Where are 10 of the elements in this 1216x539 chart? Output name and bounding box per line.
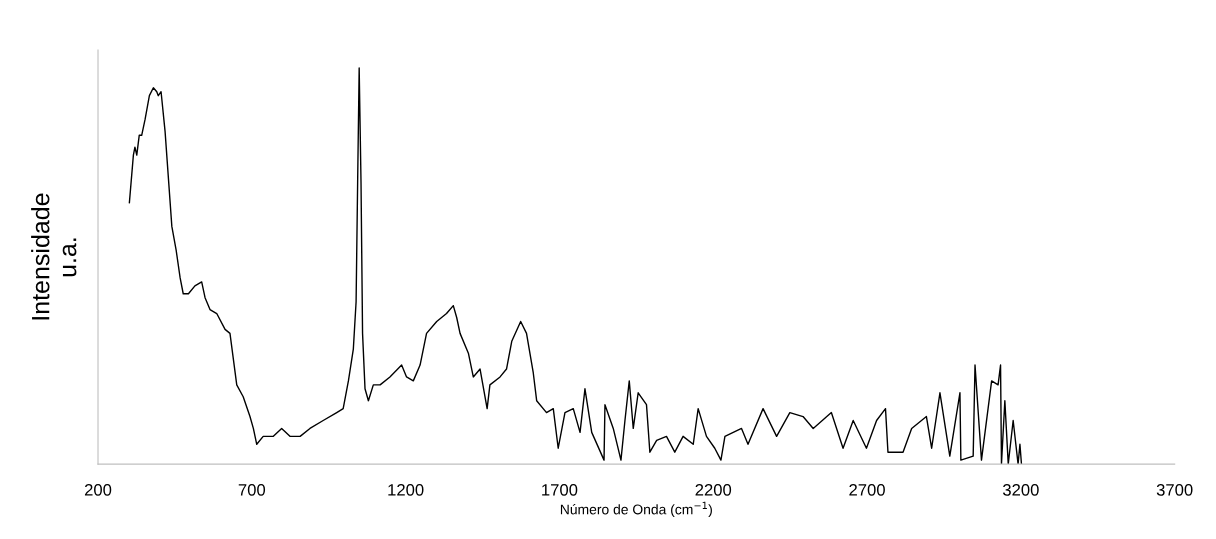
x-axis-title: Número de Onda (cm$^{−1}$) [560,501,712,518]
x-tick-label: 2200 [695,483,732,496]
x-tick-label: 3700 [1156,483,1193,496]
x-tick-label: 200 [84,483,112,496]
y-axis-title: Intensidade u.a. [31,193,77,320]
x-tick-label: 700 [238,483,266,496]
x-tick-label: 3200 [1002,483,1039,496]
x-tick-label: 2700 [849,483,885,496]
x-tick-label: 1700 [542,483,578,496]
x-tick-label: 1200 [388,483,424,496]
